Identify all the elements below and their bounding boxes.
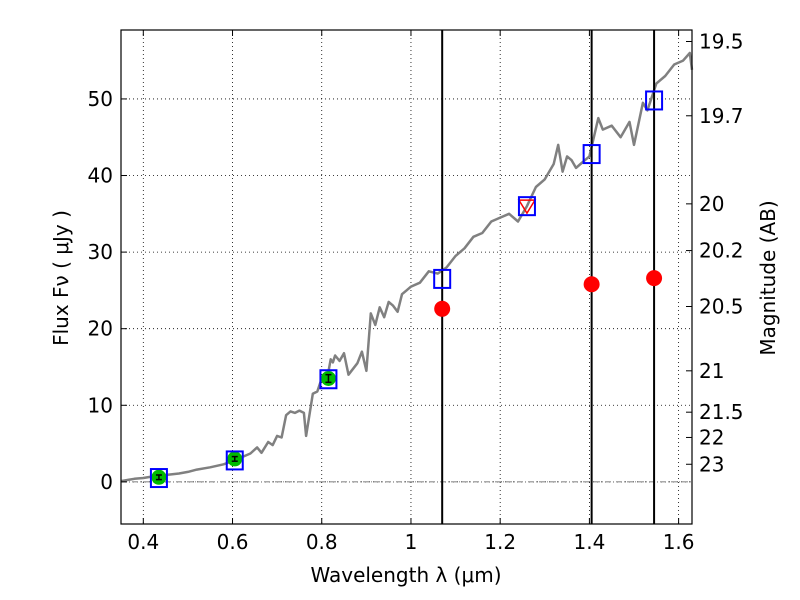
red-point xyxy=(646,270,663,287)
magnitude-tick-label: 22 xyxy=(699,425,724,449)
tick-labels: 0.4 0.6 0.8 1 1.2 1.4 1.6 0 10 20 30 40 50 19.5 19.7 20… xyxy=(88,29,744,554)
x-tick-label: 1.6 xyxy=(663,530,695,554)
x-tick-label: 1.2 xyxy=(484,530,516,554)
red-point xyxy=(583,276,600,293)
axis-ticks xyxy=(121,30,692,524)
y-tick-label: 50 xyxy=(88,87,113,111)
model-photometry-marker xyxy=(433,268,452,289)
magnitude-tick-label: 20.5 xyxy=(699,294,744,318)
y-axis-title: Flux Fν ( μJy ) xyxy=(49,210,73,346)
x-tick-label: 1.4 xyxy=(573,530,605,554)
x-tick-label: 0.6 xyxy=(217,530,249,554)
magnitude-tick-label: 21.5 xyxy=(699,400,744,424)
magnitude-tick-label: 20.2 xyxy=(699,239,744,263)
model-photometry-marker xyxy=(582,144,601,165)
model-spectrum xyxy=(120,51,694,483)
magnitude-tick-label: 21 xyxy=(699,359,724,383)
model-photometry-marker xyxy=(319,369,338,390)
magnitude-tick-label: 20 xyxy=(699,192,724,216)
x-tick-label: 1 xyxy=(405,530,418,554)
magnitude-tick-label: 19.5 xyxy=(699,29,744,53)
model-photometry-marker xyxy=(225,450,244,471)
y-tick-label: 40 xyxy=(88,164,113,188)
y-tick-label: 30 xyxy=(88,240,113,264)
model-photometry-marker xyxy=(517,196,536,217)
y-tick-label: 10 xyxy=(88,393,113,417)
x-axis-title: Wavelength λ (μm) xyxy=(310,563,501,587)
y2-axis-title: Magnitude (AB) xyxy=(756,200,780,355)
x-tick-label: 0.8 xyxy=(306,530,338,554)
model-photometry-marker xyxy=(149,468,168,489)
magnitude-tick-label: 19.7 xyxy=(699,104,744,128)
data-markers xyxy=(149,90,664,489)
spectrum-line xyxy=(120,51,694,483)
upper-limit-marker xyxy=(517,199,537,215)
y-tick-label: 0 xyxy=(100,470,113,494)
plot-frame xyxy=(120,29,693,525)
magnitude-tick-label: 23 xyxy=(699,452,724,476)
model-photometry-marker xyxy=(645,90,664,111)
x-tick-label: 0.4 xyxy=(127,530,159,554)
red-point xyxy=(434,300,451,317)
y-tick-label: 20 xyxy=(88,317,113,341)
